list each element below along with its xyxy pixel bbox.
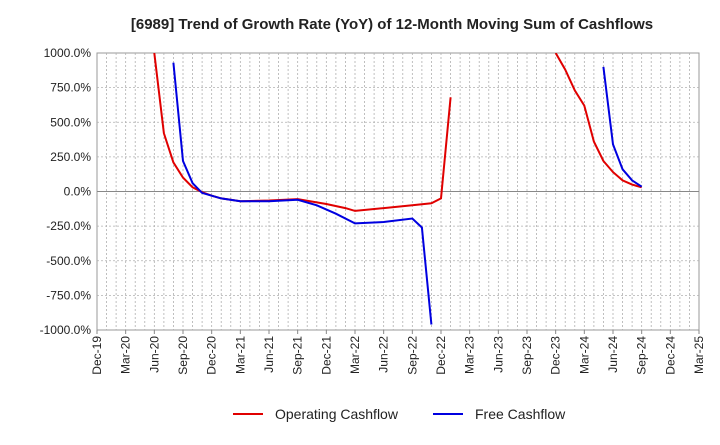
x-tick-label: Sep-23 bbox=[520, 336, 534, 375]
y-tick-label: -500.0% bbox=[46, 254, 91, 268]
y-tick-label: 750.0% bbox=[50, 81, 91, 95]
series-free-cashflow bbox=[172, 62, 643, 325]
y-tick-label: -250.0% bbox=[46, 219, 91, 233]
chart-title: [6989] Trend of Growth Rate (YoY) of 12-… bbox=[131, 16, 653, 33]
x-tick-label: Jun-20 bbox=[147, 336, 161, 373]
x-tick-label: Sep-21 bbox=[291, 336, 305, 375]
x-tick-label: Dec-23 bbox=[549, 336, 563, 375]
x-tick-label: Jun-22 bbox=[377, 336, 391, 373]
y-tick-label: 500.0% bbox=[50, 115, 91, 129]
x-tick-label: Sep-24 bbox=[635, 336, 649, 375]
series-line bbox=[172, 62, 433, 325]
x-tick-label: Mar-21 bbox=[233, 336, 247, 374]
x-tick-label: Dec-20 bbox=[205, 336, 219, 375]
x-tick-label: Sep-22 bbox=[405, 336, 419, 375]
x-tick-label: Mar-20 bbox=[119, 336, 133, 374]
series-line bbox=[602, 66, 643, 188]
legend: Operating Cashflow Free Cashflow bbox=[233, 406, 566, 422]
x-tick-label: Jun-23 bbox=[491, 336, 505, 373]
y-tick-label: -750.0% bbox=[46, 288, 91, 302]
y-tick-label: -1000.0% bbox=[40, 323, 92, 337]
x-tick-label: Mar-25 bbox=[692, 336, 706, 374]
y-tick-label: 0.0% bbox=[64, 185, 92, 199]
grid-layer bbox=[96, 52, 700, 331]
x-tick-label: Mar-22 bbox=[348, 336, 362, 374]
x-tick-label: Mar-23 bbox=[463, 336, 477, 374]
x-tick-label: Sep-20 bbox=[176, 336, 190, 375]
legend-label: Operating Cashflow bbox=[275, 406, 399, 422]
series-line bbox=[554, 53, 642, 189]
series-layer bbox=[153, 53, 643, 325]
axis-layer: 1000.0% 750.0% 500.0% 250.0% 0.0% -250.0% -500… bbox=[40, 46, 706, 375]
x-tick-label: Dec-19 bbox=[90, 336, 104, 375]
x-tick-label: Jun-21 bbox=[262, 336, 276, 373]
x-tick-label: Dec-24 bbox=[663, 336, 677, 375]
x-tick-label: Dec-22 bbox=[434, 336, 448, 375]
y-tick-label: 1000.0% bbox=[44, 46, 92, 60]
x-tick-label: Jun-24 bbox=[606, 336, 620, 373]
x-tick-label: Dec-21 bbox=[319, 336, 333, 375]
legend-label: Free Cashflow bbox=[475, 406, 566, 422]
y-tick-label: 250.0% bbox=[50, 150, 91, 164]
x-tick-label: Mar-24 bbox=[577, 336, 591, 374]
